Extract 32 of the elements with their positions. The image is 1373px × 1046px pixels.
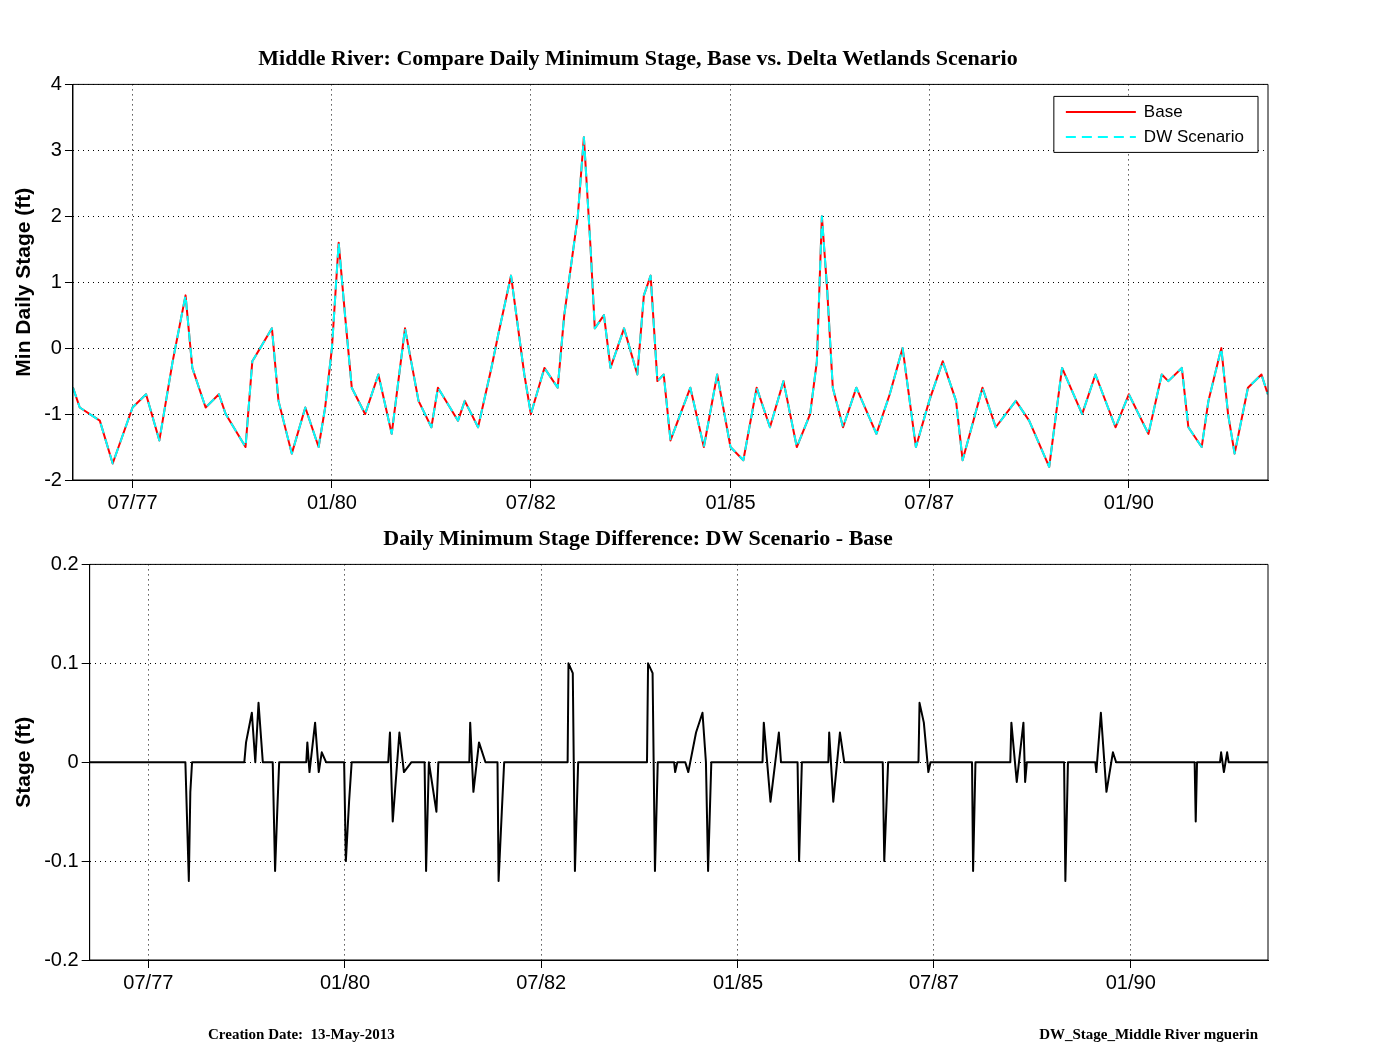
y-tick-label: 0.1 xyxy=(50,650,79,673)
chart-title: Middle River: Compare Daily Minimum Stage, Base vs. Delta Wetlands Scenario xyxy=(258,44,1018,70)
y-tick-label: 0.2 xyxy=(50,551,79,574)
y-tick-label: 3 xyxy=(50,137,62,160)
y-tick-label: 0 xyxy=(67,749,79,772)
x-tick-label: 01/85 xyxy=(705,490,756,513)
chart-title: Daily Minimum Stage Difference: DW Scenario - Base xyxy=(383,524,893,550)
x-tick-label: 07/87 xyxy=(904,490,955,513)
text: Creation Date: 13-May-2013 xyxy=(208,1026,395,1043)
y-tick-label: -2 xyxy=(44,467,62,490)
x-tick-label: 07/82 xyxy=(505,490,556,513)
legend-label: Base xyxy=(1143,101,1183,121)
y-tick-label: -0.1 xyxy=(44,848,79,871)
x-tick-label: 07/82 xyxy=(516,970,567,993)
y-tick-label: -1 xyxy=(44,401,62,424)
x-tick-label: 01/90 xyxy=(1105,970,1156,993)
x-tick-label: 07/77 xyxy=(107,490,158,513)
x-tick-label: 01/80 xyxy=(306,490,357,513)
y-tick-label: 1 xyxy=(50,269,62,292)
legend-label: DW Scenario xyxy=(1143,126,1244,146)
x-tick-label: 01/90 xyxy=(1103,490,1154,513)
y-tick-label: 0 xyxy=(50,335,62,358)
y-axis-title: Min Daily Stage (ft) xyxy=(11,187,35,377)
x-tick-label: 01/85 xyxy=(712,970,764,993)
x-tick-label: 07/77 xyxy=(123,970,174,993)
y-tick-label: 4 xyxy=(50,71,62,94)
text: DW_Stage_Middle River mguerin xyxy=(1039,1026,1258,1043)
y-tick-label: 2 xyxy=(50,203,62,226)
y-tick-label: -0.2 xyxy=(44,947,79,970)
x-tick-label: 01/80 xyxy=(319,970,371,993)
y-axis-title: Stage (ft) xyxy=(11,716,35,808)
x-tick-label: 07/87 xyxy=(908,970,959,993)
